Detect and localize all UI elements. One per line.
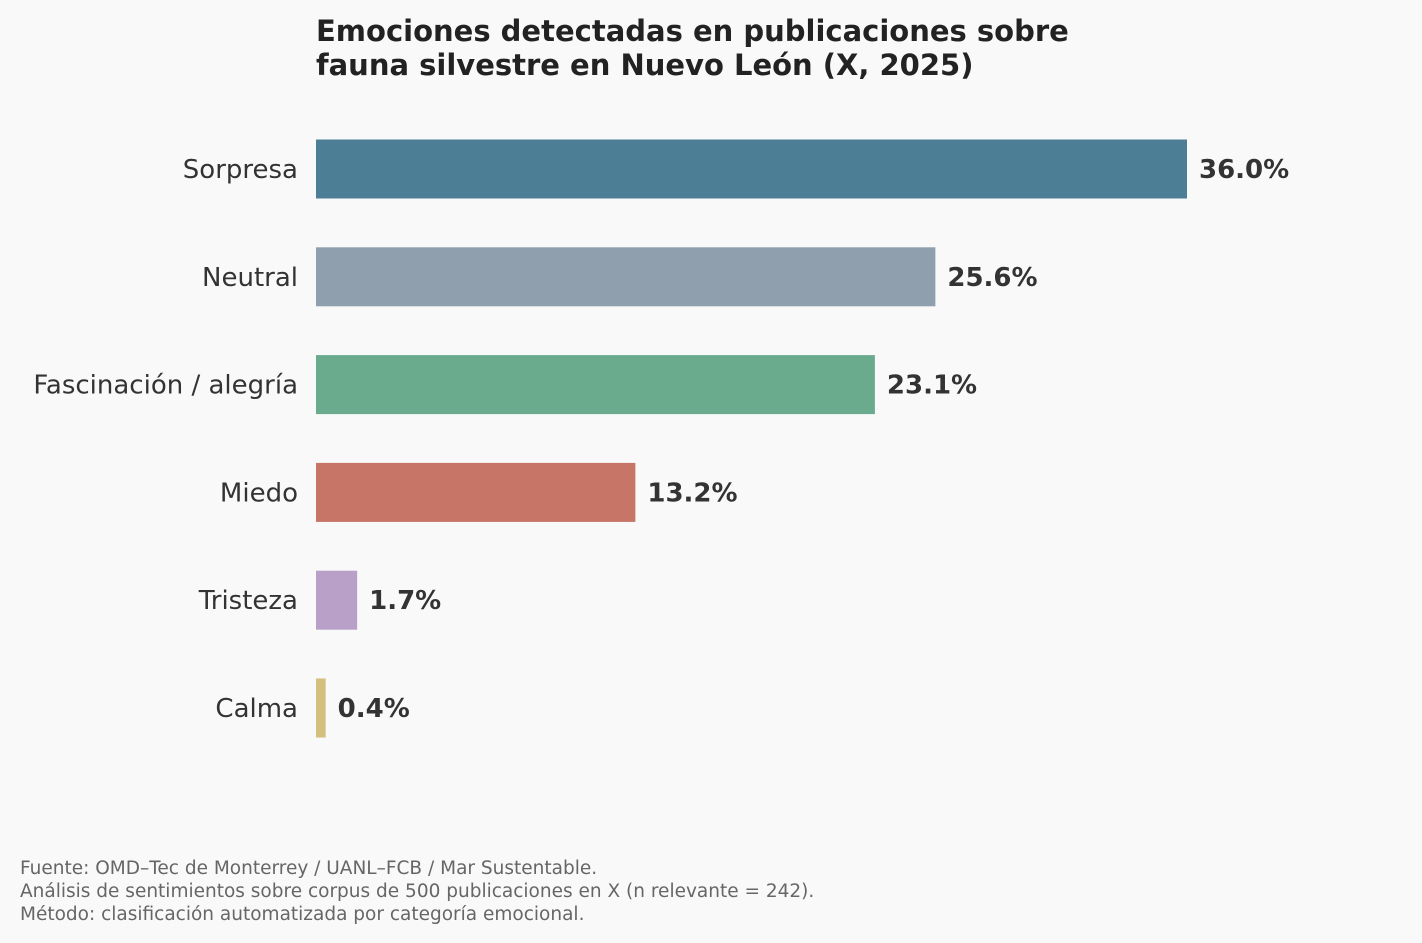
footnote: Fuente: OMD–Tec de Monterrey / UANL–FCB … [20, 857, 814, 926]
bar-neutral [316, 247, 936, 307]
bar-chart: Sorpresa 36.0% Neutral 25.6% Fascinación / a… [33, 139, 1289, 738]
value-label-tristeza: 1.7% [369, 586, 441, 616]
category-label-tristeza: Tristeza [198, 586, 298, 616]
category-label-neutral: Neutral [202, 263, 298, 293]
value-label-miedo: 13.2% [647, 478, 737, 508]
value-label-fascinacion-alegria: 23.1% [887, 371, 977, 401]
category-label-calma: Calma [215, 694, 298, 724]
value-label-neutral: 25.6% [947, 263, 1037, 293]
footnote-source: Fuente: OMD–Tec de Monterrey / UANL–FCB … [20, 858, 598, 879]
value-label-calma: 0.4% [338, 694, 410, 724]
bar-calma [316, 678, 326, 738]
bar-sorpresa [316, 139, 1187, 199]
bar-miedo [316, 462, 636, 522]
category-label-miedo: Miedo [220, 478, 298, 508]
category-label-fascinacion-alegria: Fascinación / alegría [33, 371, 298, 401]
chart-title: Emociones detectadas en publicaciones so… [316, 14, 1069, 82]
footnote-method: Método: clasificación automatizada por c… [20, 904, 585, 925]
category-label-sorpresa: Sorpresa [183, 155, 298, 185]
bar-fascinacion-alegria [316, 355, 875, 415]
footnote-analysis: Análisis de sentimientos sobre corpus de… [20, 881, 815, 902]
bar-tristeza [316, 570, 358, 630]
value-label-sorpresa: 36.0% [1199, 155, 1289, 185]
